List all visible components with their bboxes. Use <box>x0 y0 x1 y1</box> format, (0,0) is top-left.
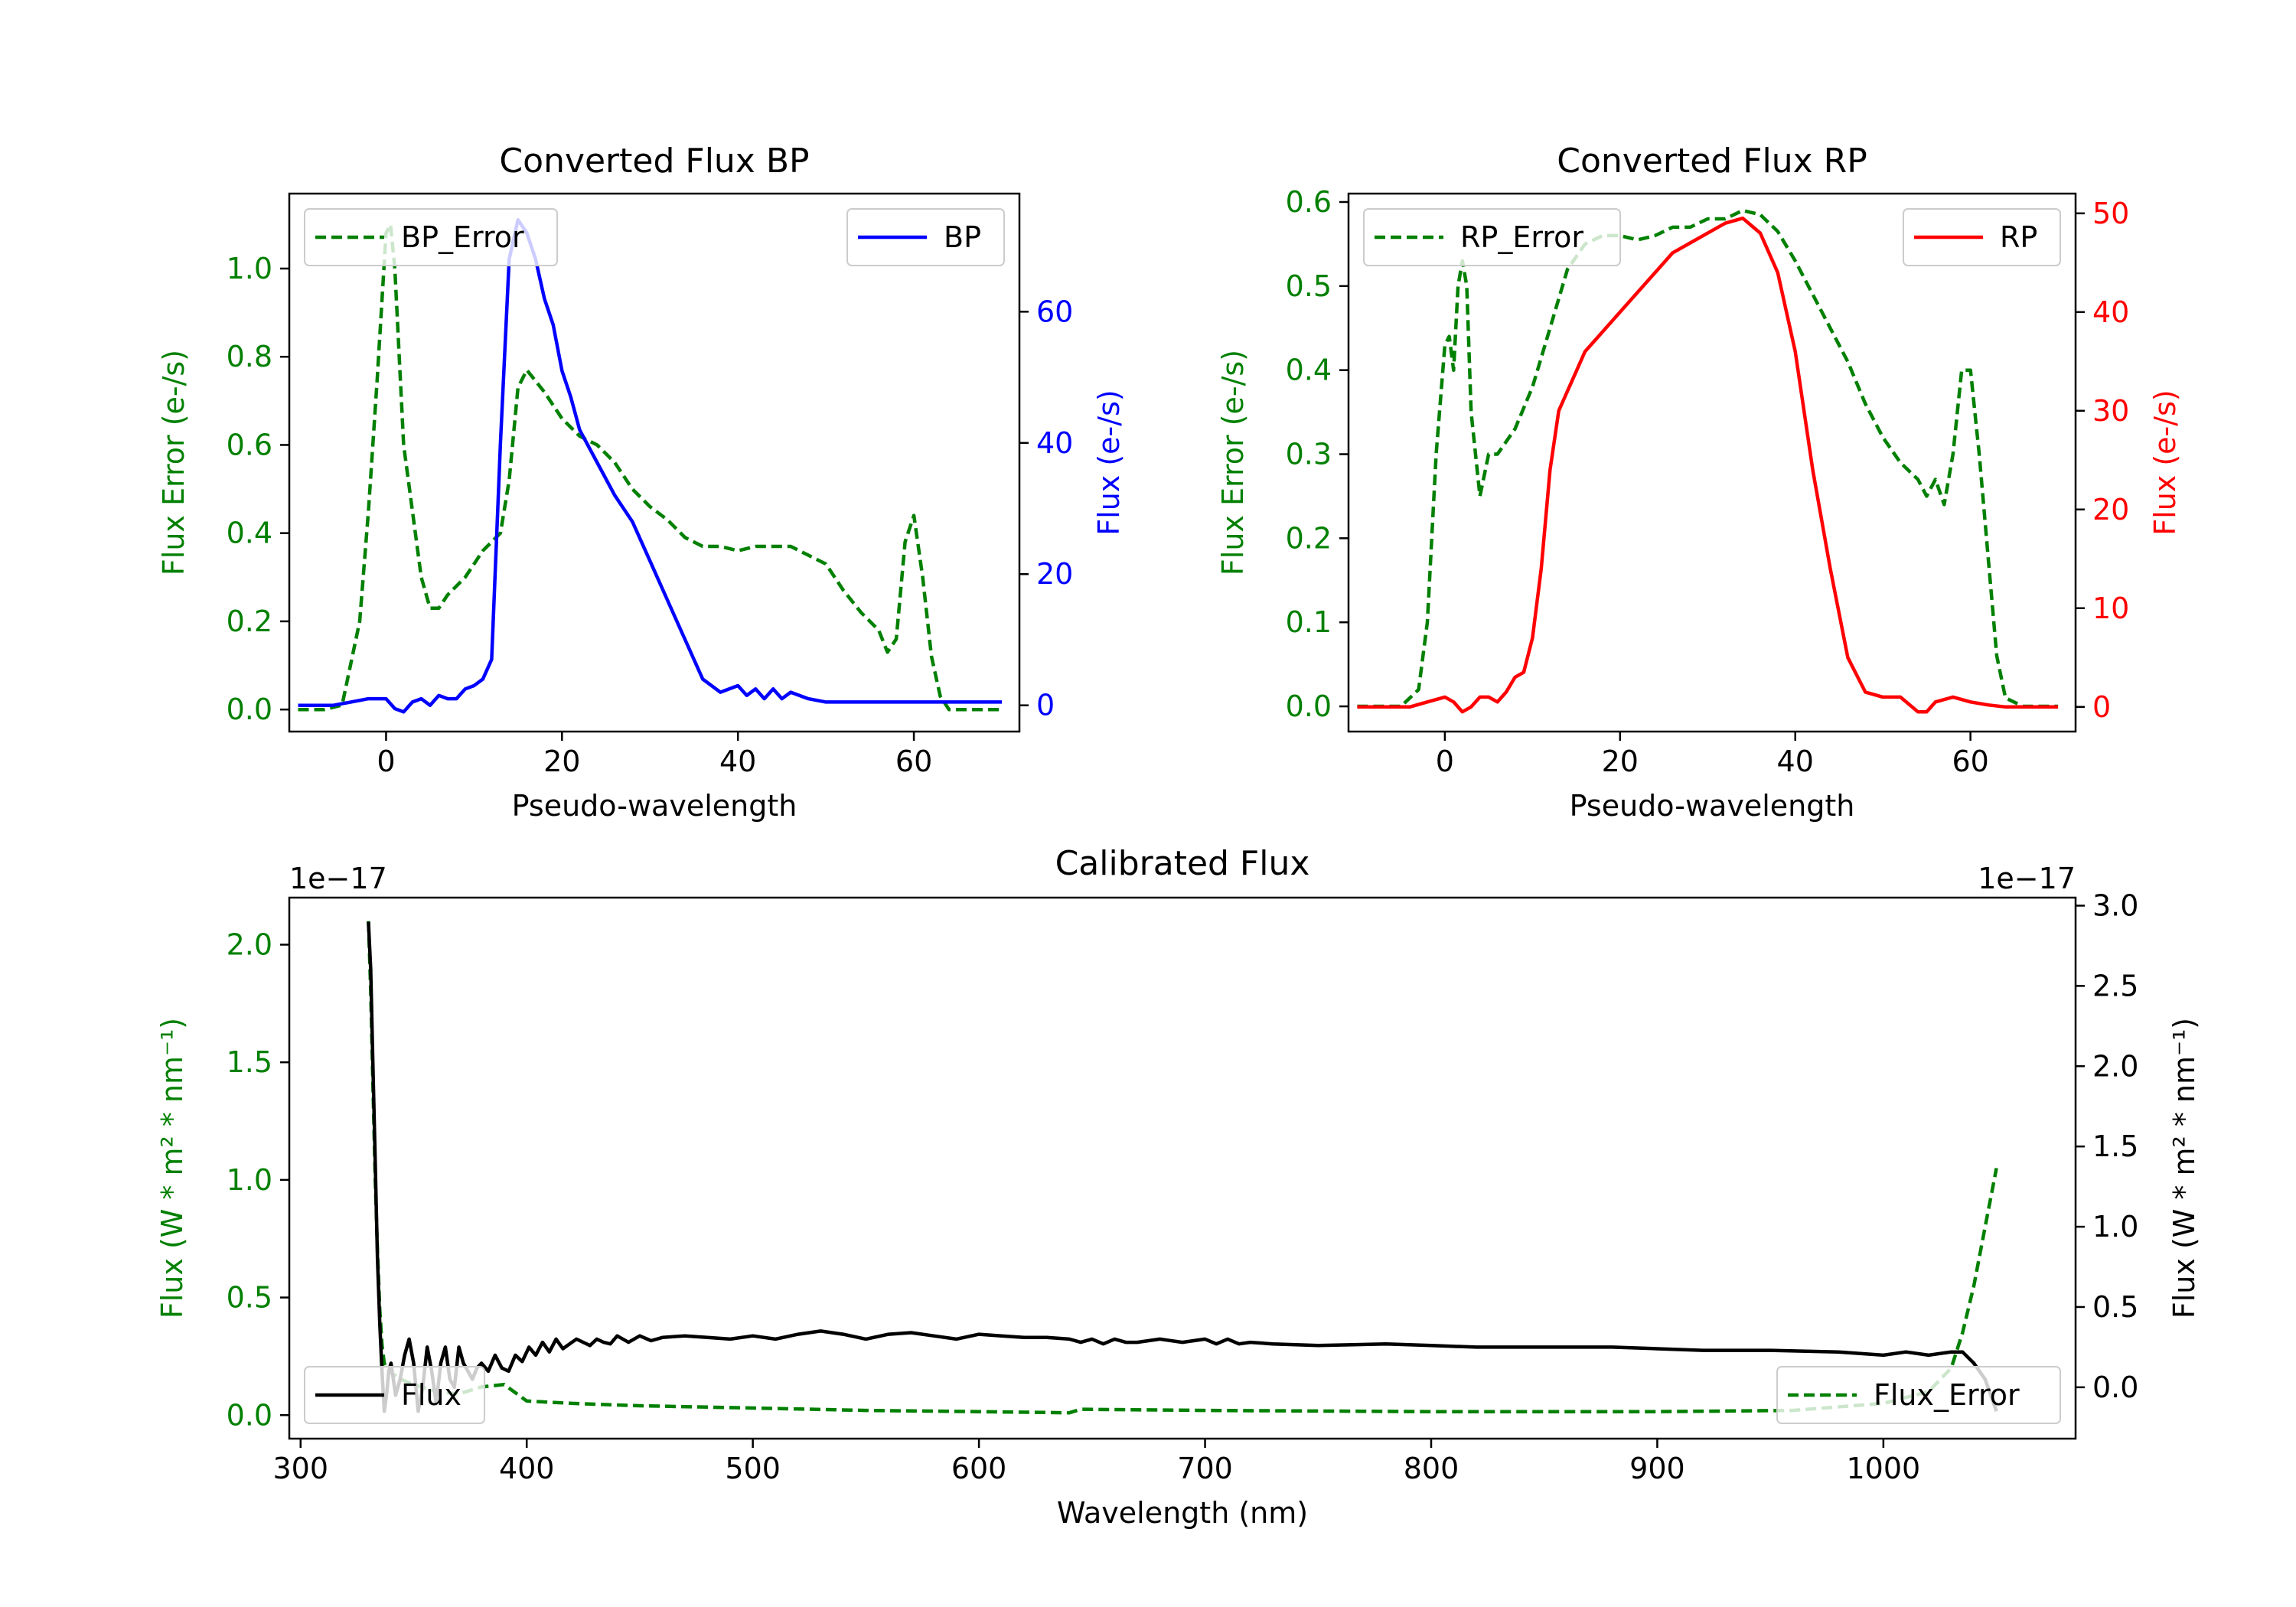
series-line-bp-error <box>298 223 1002 712</box>
legend-right: Flux_Error <box>1776 1366 2061 1424</box>
legend-left: BP_Error <box>304 208 558 266</box>
y-left-tick-label: 0.4 <box>1286 354 1332 387</box>
x-tick-label: 700 <box>1177 1452 1233 1485</box>
x-tick-label: 60 <box>895 745 932 778</box>
y-right-tick-label: 2.0 <box>2092 1049 2138 1083</box>
y-left-tick-label: 0.5 <box>1286 269 1332 303</box>
x-axis-label: Pseudo-wavelength <box>1570 789 1855 823</box>
y-right-tick-label: 0.5 <box>2092 1290 2138 1324</box>
x-tick-label: 400 <box>499 1452 555 1485</box>
y-right-tick-label: 0.0 <box>2092 1371 2138 1404</box>
legend-right: RP <box>1903 208 2061 266</box>
legend-left: Flux <box>304 1366 485 1424</box>
y-left-tick-label: 0.8 <box>227 340 272 373</box>
x-tick-label: 1000 <box>1847 1452 1921 1485</box>
y-left-tick-label: 0.6 <box>1286 185 1332 219</box>
x-tick-label: 60 <box>1952 745 1988 778</box>
series-line-rp <box>1357 216 2059 714</box>
chart-title: Calibrated Flux <box>1055 844 1310 883</box>
y-right-tick-label: 20 <box>2092 493 2129 526</box>
y-right-tick-label: 2.5 <box>2092 969 2138 1002</box>
y-left-tick-label: 0.3 <box>1286 438 1332 471</box>
y-left-tick-label: 0.5 <box>227 1281 272 1315</box>
x-tick-label: 500 <box>725 1452 781 1485</box>
legend-left: RP_Error <box>1363 208 1621 266</box>
y-left-tick-label: 1.0 <box>227 252 272 285</box>
y-right-tick-label: 20 <box>1036 557 1073 591</box>
y-left-tick-label: 0.2 <box>1286 521 1332 555</box>
y-right-tick-label: 30 <box>2092 394 2129 428</box>
chart-panel-2: Converted Flux RP 0 20 40 60 Pseudo-wavelengt… <box>1216 142 2182 823</box>
y-right-tick-label: 3.0 <box>2092 888 2138 922</box>
y-right-tick-label: 0 <box>2092 690 2111 724</box>
y-left-tick-label: 0.6 <box>227 428 272 461</box>
legend-label: Flux_Error <box>1874 1378 2020 1412</box>
x-axis-label: Wavelength (nm) <box>1057 1496 1308 1530</box>
x-tick-label: 600 <box>951 1452 1007 1485</box>
y-right-tick-label: 60 <box>1036 295 1073 328</box>
legend-right: BP <box>846 208 1005 266</box>
x-tick-label: 0 <box>1436 745 1454 778</box>
plots-layer: Converted Flux BP 0 20 40 60 Pseudo-wavelengt… <box>155 142 2201 1530</box>
legend-label: RP <box>2000 220 2037 254</box>
y-right-tick-label: 40 <box>1036 426 1073 460</box>
x-tick-label: 20 <box>1602 745 1639 778</box>
legend-label: BP_Error <box>401 220 524 254</box>
y-right-tick-label: 1.0 <box>2092 1210 2138 1244</box>
y-left-axis-label: Flux Error (e-/s) <box>157 350 191 575</box>
x-tick-label: 900 <box>1629 1452 1685 1485</box>
x-tick-label: 0 <box>377 745 395 778</box>
x-tick-label: 20 <box>543 745 580 778</box>
y-left-tick-label: 0.4 <box>227 517 272 550</box>
legend-label: Flux <box>401 1378 461 1412</box>
legend-box <box>304 1366 485 1424</box>
y-left-tick-label: 0.0 <box>227 1398 272 1432</box>
x-tick-label: 800 <box>1404 1452 1459 1485</box>
y-right-tick-label: 0 <box>1036 689 1055 722</box>
y-left-tick-label: 0.1 <box>1286 605 1332 639</box>
y-left-axis-label: Flux (W * m² * nm⁻¹) <box>155 1018 189 1319</box>
x-axis-label: Pseudo-wavelength <box>512 789 797 823</box>
y-left-tick-label: 1.0 <box>227 1163 272 1197</box>
legend-box <box>1363 208 1621 266</box>
y-right-offset-label: 1e−17 <box>1978 862 2076 895</box>
y-right-tick-label: 50 <box>2092 197 2129 230</box>
x-tick-label: 40 <box>719 745 756 778</box>
series-line-bp <box>298 218 1002 714</box>
chart-panel-3: Calibrated Flux 300 400 500 600 700 800 900 1000… <box>155 844 2201 1530</box>
y-left-offset-label: 1e−17 <box>289 862 387 895</box>
y-right-axis-label: Flux (W * m² * nm⁻¹) <box>2167 1018 2201 1319</box>
y-left-tick-label: 0.0 <box>227 693 272 726</box>
y-right-tick-label: 1.5 <box>2092 1129 2138 1163</box>
series-line-rp-error <box>1357 208 2059 709</box>
legend-label: BP <box>944 220 981 254</box>
plot-frame <box>288 192 1021 733</box>
legend-label: RP_Error <box>1460 220 1583 254</box>
chart-title: Converted Flux BP <box>499 142 809 181</box>
chart-title: Converted Flux RP <box>1557 142 1867 181</box>
y-left-tick-label: 2.0 <box>227 927 272 961</box>
y-right-tick-label: 10 <box>2092 592 2129 625</box>
y-right-axis-label: Flux (e-/s) <box>2148 390 2182 535</box>
y-left-tick-label: 1.5 <box>227 1045 272 1079</box>
y-right-axis-label: Flux (e-/s) <box>1092 390 1126 535</box>
legend-box <box>304 208 558 266</box>
plot-frame <box>288 896 2077 1440</box>
legend-box <box>1776 1366 2061 1424</box>
chart-panel-1: Converted Flux BP 0 20 40 60 Pseudo-wavelengt… <box>157 142 1126 823</box>
y-right-tick-label: 40 <box>2092 295 2129 329</box>
x-tick-label: 300 <box>273 1452 329 1485</box>
y-left-axis-label: Flux Error (e-/s) <box>1216 350 1250 575</box>
x-tick-label: 40 <box>1777 745 1814 778</box>
y-left-tick-label: 0.2 <box>227 605 272 638</box>
plot-frame <box>1347 192 2077 733</box>
y-left-tick-label: 0.0 <box>1286 689 1332 723</box>
